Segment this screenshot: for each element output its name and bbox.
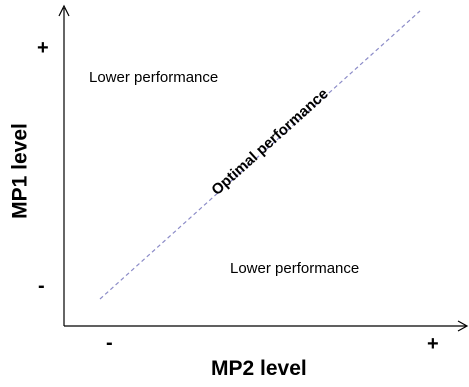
y-axis-low-tick: - [38,275,45,297]
y-axis-high-tick: + [37,37,49,59]
y-axis-title: MP1 level [8,123,32,219]
optimal-diagonal-line [99,10,421,300]
x-axis-arrowhead [457,320,469,332]
lower-right-region-label: Lower performance [230,260,360,277]
y-axis-arrowhead [58,4,70,17]
x-axis-low-tick: - [106,332,113,354]
x-axis-title: MP2 level [211,357,307,380]
upper-left-region-label: Lower performance [89,69,219,86]
x-axis-high-tick: + [427,333,439,355]
